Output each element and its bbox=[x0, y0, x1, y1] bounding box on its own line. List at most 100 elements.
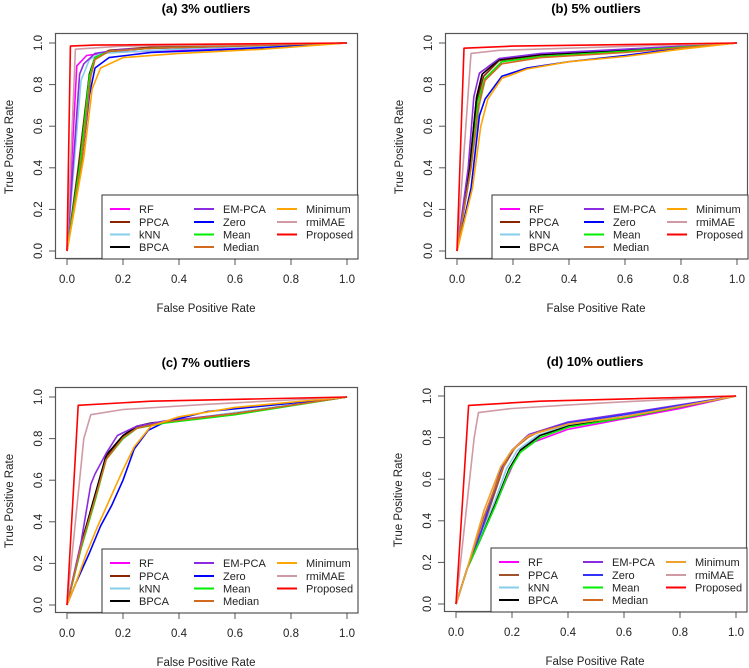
legend-label: Minimum bbox=[695, 557, 740, 569]
legend-item-proposed: Proposed bbox=[277, 584, 353, 596]
roc-curve-median bbox=[66, 42, 348, 252]
roc-curve-proposed bbox=[455, 395, 737, 605]
legend-label: Zero bbox=[613, 217, 636, 229]
x-tick-label: 0.6 bbox=[617, 274, 633, 286]
legend-item-minimum: Minimum bbox=[666, 557, 740, 569]
x-tick-label: 0.8 bbox=[672, 627, 688, 639]
legend-label: BPCA bbox=[139, 242, 170, 254]
legend-label: RF bbox=[528, 557, 543, 569]
legend-item-median: Median bbox=[584, 242, 649, 254]
y-tick-label: 0.8 bbox=[33, 77, 45, 93]
x-tick-label: 0.4 bbox=[171, 628, 188, 640]
x-tick-label: 1.0 bbox=[339, 274, 355, 286]
roc-curve-rmimae bbox=[456, 42, 738, 252]
legend-label: Proposed bbox=[306, 230, 353, 242]
legend-item-knn: kNN bbox=[110, 584, 160, 596]
legend-item-ppca: PPCA bbox=[110, 571, 170, 583]
roc-curve-mean bbox=[455, 395, 737, 605]
y-tick-label: 0.4 bbox=[422, 512, 434, 529]
x-tick-label: 1.0 bbox=[729, 274, 745, 286]
y-tick-label: 0.2 bbox=[33, 555, 45, 571]
legend-item-em-pca: EM-PCA bbox=[194, 204, 266, 216]
y-tick-label: 0.0 bbox=[33, 597, 45, 613]
y-tick-label: 1.0 bbox=[423, 35, 435, 51]
legend-label: rmiMAE bbox=[306, 571, 345, 583]
legend-item-zero: Zero bbox=[194, 217, 246, 229]
legend-item-em-pca: EM-PCA bbox=[194, 558, 266, 570]
legend-item-median: Median bbox=[194, 596, 259, 608]
legend-label: PPCA bbox=[139, 217, 170, 229]
legend-item-median: Median bbox=[583, 595, 648, 607]
roc-curve-proposed bbox=[456, 42, 738, 252]
y-tick-label: 1.0 bbox=[422, 388, 434, 404]
legend-label: EM-PCA bbox=[613, 204, 656, 216]
x-tick-label: 0.2 bbox=[115, 628, 131, 640]
legend-label: Median bbox=[223, 596, 259, 608]
legend-label: rmiMAE bbox=[696, 217, 735, 229]
x-tick-label: 0.2 bbox=[505, 274, 521, 286]
legend-item-mean: Mean bbox=[584, 230, 641, 242]
x-tick-label: 0.2 bbox=[504, 627, 520, 639]
x-tick-label: 0.4 bbox=[171, 274, 188, 286]
legend-label: Mean bbox=[613, 230, 641, 242]
legend-label: Minimum bbox=[696, 204, 741, 216]
legend-label: rmiMAE bbox=[306, 217, 345, 229]
legend-label: BPCA bbox=[529, 242, 560, 254]
legend-label: BPCA bbox=[528, 595, 559, 607]
x-tick-label: 0.6 bbox=[227, 274, 243, 286]
legend-label: Median bbox=[613, 242, 649, 254]
roc-curve-median bbox=[66, 396, 348, 606]
legend-label: rmiMAE bbox=[695, 570, 734, 582]
x-tick-label: 0.0 bbox=[449, 274, 465, 286]
roc-curve-minimum bbox=[66, 42, 348, 252]
y-tick-label: 0.4 bbox=[423, 159, 435, 176]
legend-item-zero: Zero bbox=[194, 571, 246, 583]
legend-label: Minimum bbox=[306, 558, 351, 570]
legend-label: PPCA bbox=[528, 570, 559, 582]
y-tick-label: 0.0 bbox=[422, 596, 434, 612]
legend-box bbox=[491, 194, 749, 260]
y-tick-label: 0.2 bbox=[422, 554, 434, 570]
legend-label: Proposed bbox=[306, 584, 353, 596]
legend-label: kNN bbox=[528, 583, 549, 595]
legend-item-em-pca: EM-PCA bbox=[584, 204, 656, 216]
y-axis-label: True Positive Rate bbox=[4, 100, 16, 194]
legend-label: Median bbox=[223, 242, 259, 254]
legend-item-mean: Mean bbox=[194, 584, 251, 596]
legend-label: Minimum bbox=[306, 204, 351, 216]
legend-box bbox=[101, 548, 359, 614]
roc-panel-a: (a) 3% outliers 0.0 0.2 0.4 0.6 0.8 1.0 0.0 0.2 0… bbox=[4, 1, 359, 315]
roc-curve-bpca bbox=[456, 42, 738, 252]
legend-label: Mean bbox=[612, 583, 640, 595]
legend-label: Proposed bbox=[695, 583, 742, 595]
roc-panel-b: (b) 5% outliers 0.0 0.2 0.4 0.6 0.8 1.0 0.0 0.2 0… bbox=[394, 1, 749, 315]
y-axis-label: True Positive Rate bbox=[393, 453, 405, 547]
legend-label: Zero bbox=[612, 570, 635, 582]
y-tick-label: 0.8 bbox=[422, 430, 434, 446]
legend-item-ppca: PPCA bbox=[499, 570, 559, 582]
legend-box bbox=[101, 194, 359, 260]
y-tick-label: 0.2 bbox=[33, 201, 45, 217]
legend-item-zero: Zero bbox=[583, 570, 635, 582]
x-axis-label: False Positive Rate bbox=[156, 303, 255, 315]
chart-title: (a) 3% outliers bbox=[162, 1, 251, 16]
x-tick-label: 0.0 bbox=[59, 274, 75, 286]
legend-item-knn: kNN bbox=[500, 230, 550, 242]
legend-item-ppca: PPCA bbox=[500, 217, 560, 229]
y-tick-label: 1.0 bbox=[33, 389, 45, 405]
legend-item-rf: RF bbox=[110, 558, 154, 570]
y-tick-label: 0.6 bbox=[33, 472, 45, 488]
legend-label: kNN bbox=[139, 230, 160, 242]
x-tick-label: 0.0 bbox=[59, 628, 75, 640]
legend-item-bpca: BPCA bbox=[500, 242, 560, 254]
legend-item-rf: RF bbox=[500, 204, 544, 216]
roc-curve-median bbox=[456, 42, 738, 252]
y-tick-label: 0.4 bbox=[33, 513, 45, 530]
legend-label: kNN bbox=[139, 584, 160, 596]
y-tick-label: 1.0 bbox=[33, 35, 45, 51]
y-tick-label: 0.8 bbox=[33, 431, 45, 447]
legend-item-minimum: Minimum bbox=[277, 204, 351, 216]
